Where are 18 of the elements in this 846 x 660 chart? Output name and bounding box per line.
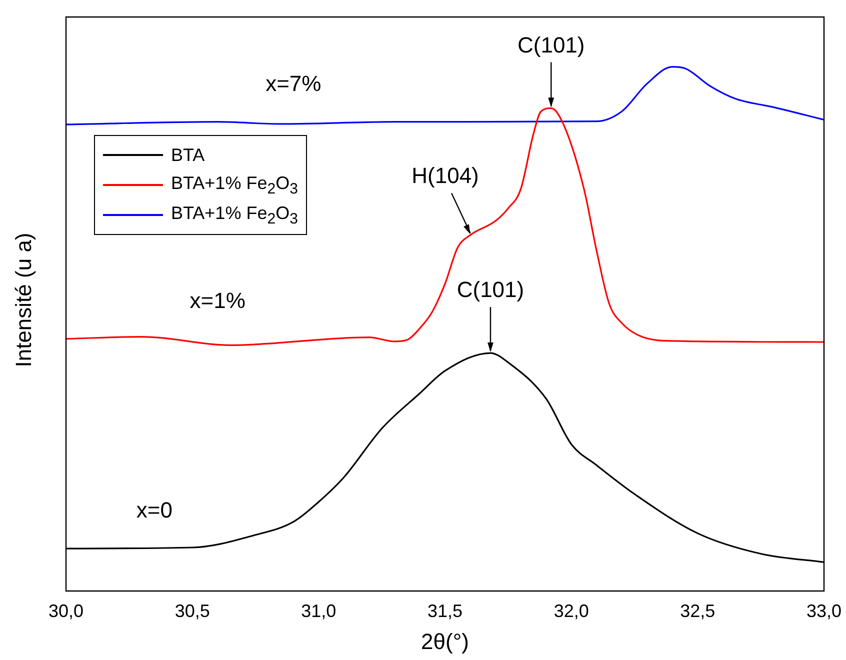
legend-label: BTA+1% Fe$_{2}$O$_{3}$: [171, 202, 298, 228]
annotation: C(101): [456, 277, 524, 302]
annotation: C(101): [517, 32, 585, 58]
annotation: x=1%: [190, 288, 246, 313]
x-tick-label: 32,0: [554, 600, 589, 621]
x-tick-label: 30,5: [174, 600, 210, 621]
x-tick-label: 31,0: [301, 600, 336, 621]
x-tick-label: 33,0: [806, 600, 842, 621]
x-tick-label: 31,5: [427, 600, 463, 621]
annotation: x=0: [136, 498, 172, 523]
x-axis-title: 2θ(°): [421, 628, 469, 654]
y-axis-title: Intensité (u a): [11, 232, 37, 368]
annotation: x=7%: [266, 70, 322, 96]
annotation: H(104): [412, 163, 479, 188]
legend-label: BTA+1% Fe$_{2}$O$_{3}$: [171, 172, 298, 198]
x-tick-label: 32,5: [680, 600, 716, 621]
legend-label: BTA: [171, 144, 205, 166]
x-tick-label: 30,0: [48, 600, 84, 621]
